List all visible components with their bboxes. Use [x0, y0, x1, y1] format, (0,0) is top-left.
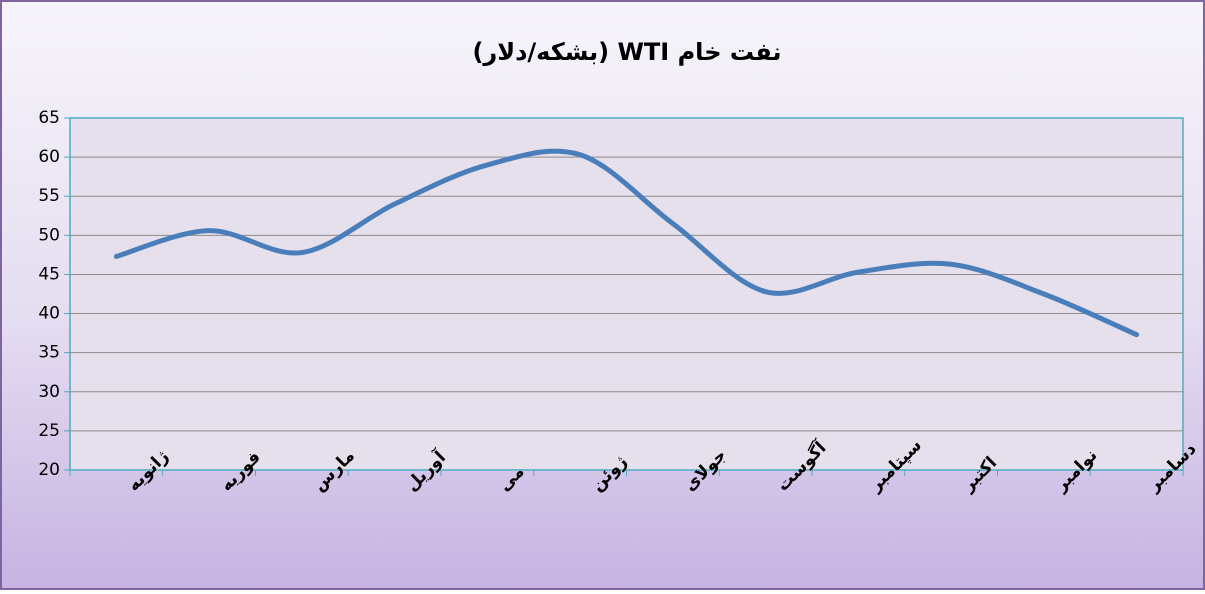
y-tick-label: 55 — [38, 186, 60, 206]
y-tick-label: 65 — [38, 108, 60, 128]
chart-title: نفت خام WTI (بشکه/دلار) — [472, 38, 781, 66]
y-tick-label: 45 — [38, 264, 60, 284]
y-tick-label: 25 — [38, 421, 60, 441]
plot-area — [69, 117, 1184, 471]
y-tick-label: 50 — [38, 225, 60, 245]
y-tick-label: 30 — [38, 382, 60, 402]
y-tick-label: 40 — [38, 304, 60, 324]
y-tick-label: 20 — [38, 460, 60, 480]
y-tick-label: 60 — [38, 147, 60, 167]
data-line — [113, 148, 1140, 338]
y-tick-label: 35 — [38, 343, 60, 363]
